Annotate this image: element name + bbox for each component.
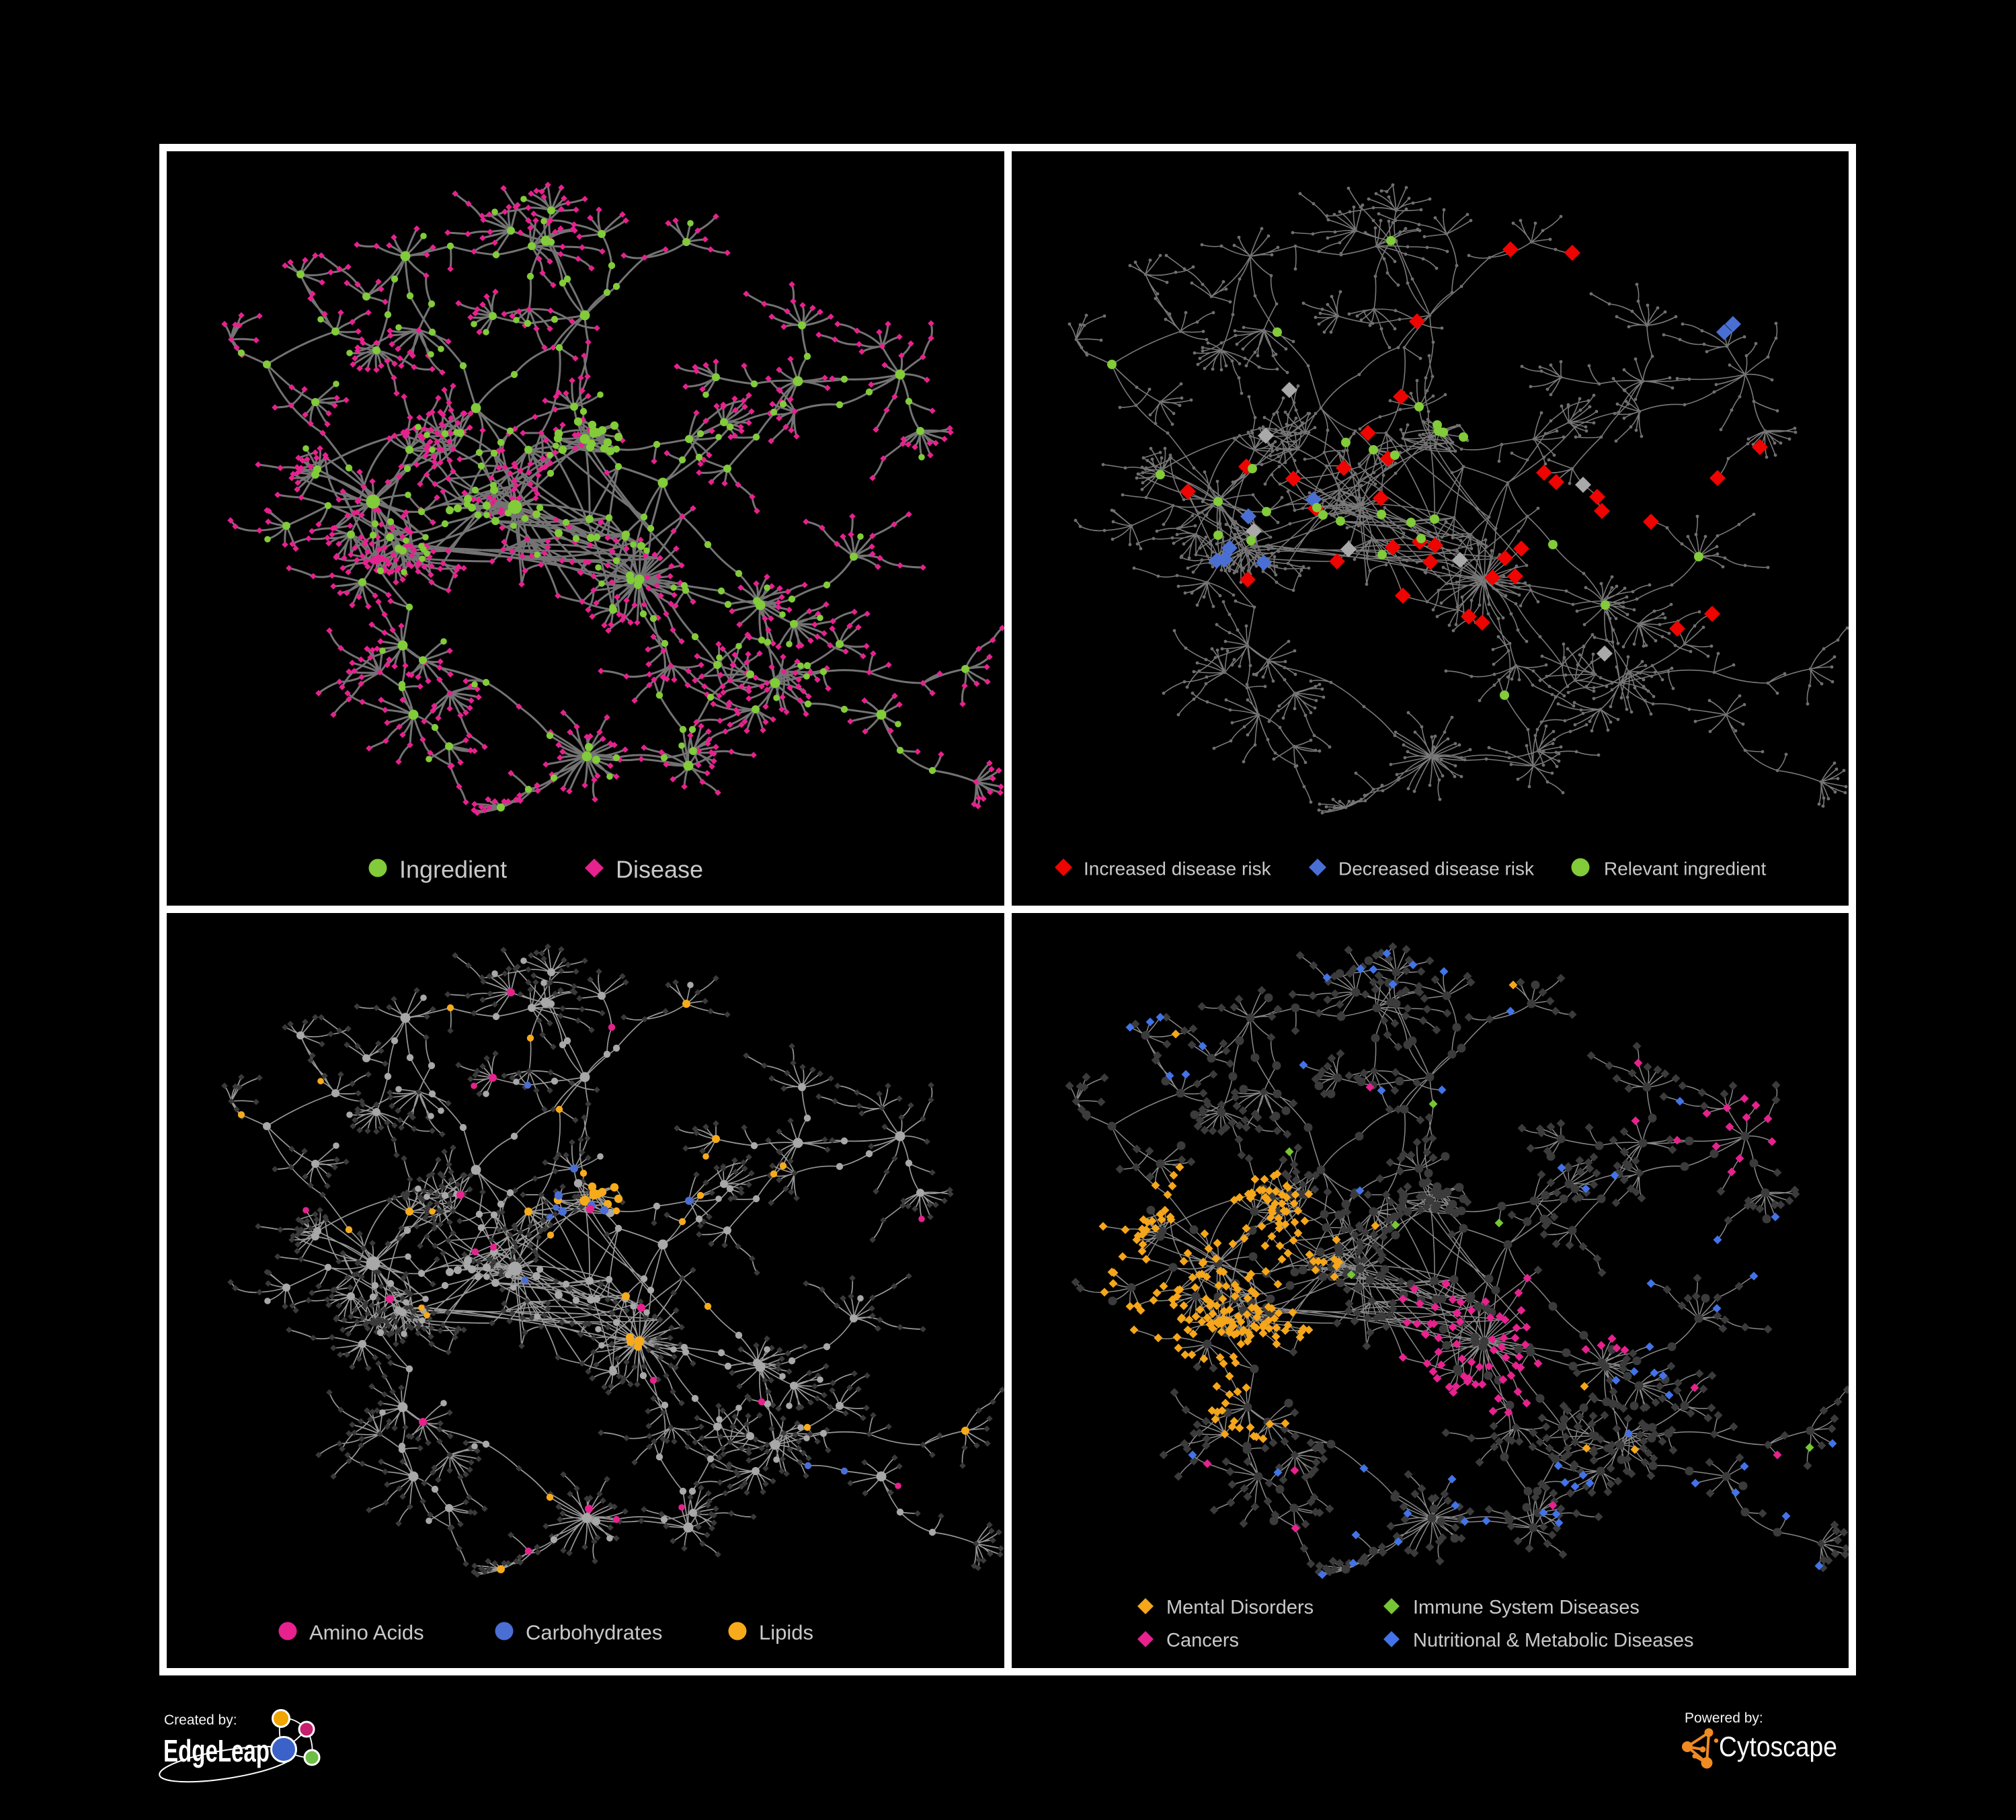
svg-text:Disease: Disease: [616, 856, 703, 883]
svg-text:Nutritional & Metabolic Diseas: Nutritional & Metabolic Diseases: [1413, 1630, 1693, 1651]
svg-text:Carbohydrates: Carbohydrates: [526, 1621, 662, 1645]
svg-text:Increased disease risk: Increased disease risk: [1084, 859, 1272, 879]
svg-text:Mental Disorders: Mental Disorders: [1166, 1597, 1314, 1618]
svg-text:Immune System Diseases: Immune System Diseases: [1413, 1597, 1640, 1618]
svg-text:Amino Acids: Amino Acids: [309, 1621, 424, 1645]
svg-text:Cytoscape: Cytoscape: [1719, 1731, 1837, 1762]
svg-text:Powered by:: Powered by:: [1685, 1710, 1763, 1726]
svg-text:Relevant ingredient: Relevant ingredient: [1604, 859, 1766, 879]
svg-text:Lipids: Lipids: [759, 1621, 813, 1645]
svg-text:Ingredient: Ingredient: [399, 856, 507, 883]
svg-text:Decreased disease risk: Decreased disease risk: [1338, 859, 1535, 879]
svg-text:EdgeLeap: EdgeLeap: [163, 1733, 270, 1768]
svg-text:Created by:: Created by:: [164, 1712, 237, 1728]
svg-text:Cancers: Cancers: [1166, 1630, 1239, 1651]
